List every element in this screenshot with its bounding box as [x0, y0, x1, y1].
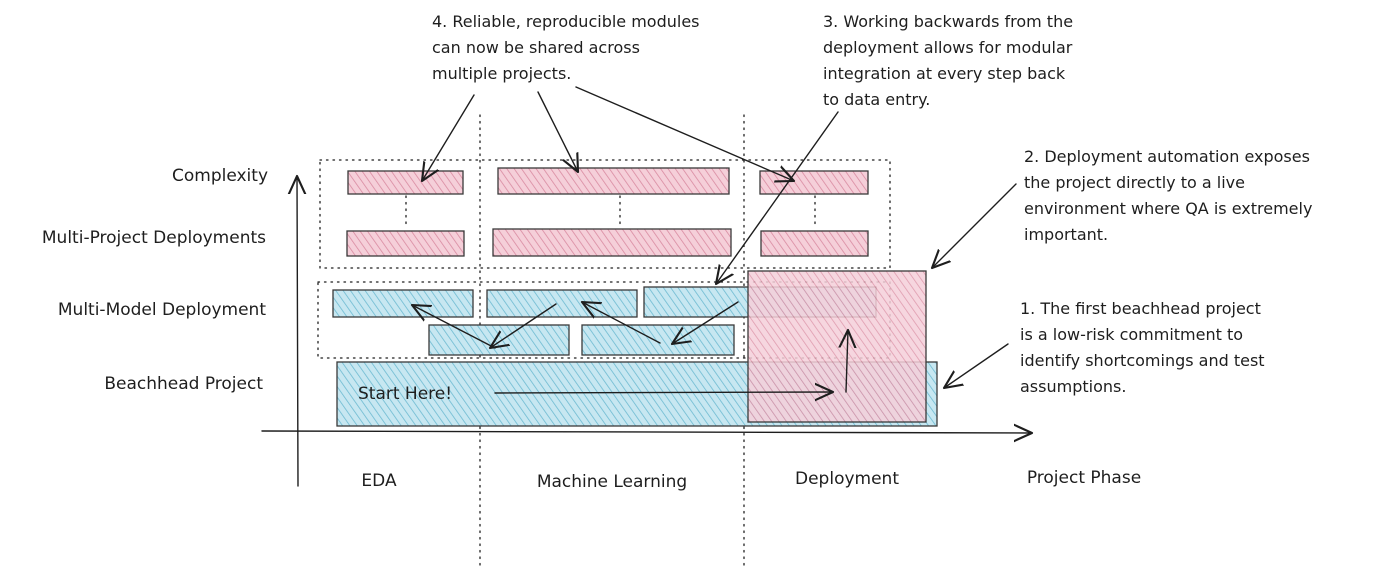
- note2-arrow: [932, 183, 1017, 268]
- note4-arrow-left: [422, 94, 475, 181]
- note1-line-4: assumptions.: [1020, 377, 1126, 396]
- model-bar-eda: [332, 289, 474, 318]
- back-arrow-1: [412, 305, 496, 349]
- project-bar-ml: [492, 228, 732, 257]
- complexity-bar-deploy: [759, 170, 869, 195]
- model-bar-ml: [486, 289, 638, 318]
- y-axis: [297, 176, 298, 487]
- back-arrow-4: [672, 301, 739, 344]
- complexity-bar-eda: [347, 170, 464, 195]
- note1-line-3: identify shortcomings and test: [1020, 351, 1265, 370]
- start-flow-arrow: [494, 392, 833, 393]
- note2-line-3: environment where QA is extremely: [1024, 199, 1312, 218]
- back-arrow-2: [490, 303, 557, 348]
- note4-line-1: 4. Reliable, reproducible modules: [432, 12, 700, 31]
- complexity-bar-ml: [497, 167, 730, 195]
- y-label-multi-model: Multi-Model Deployment: [58, 300, 266, 320]
- project-bar-deploy: [760, 230, 869, 257]
- note2-line-2: the project directly to a live: [1024, 173, 1245, 192]
- note4-arrow-middle: [537, 91, 578, 172]
- note-4: 4. Reliable, reproducible modules can no…: [432, 12, 700, 83]
- note4-line-3: multiple projects.: [432, 64, 571, 83]
- note-2: 2. Deployment automation exposes the pro…: [1024, 147, 1312, 244]
- x-axis-title: Project Phase: [1027, 468, 1141, 488]
- note3-arrow: [716, 111, 839, 284]
- note1-arrow: [944, 343, 1009, 388]
- note1-line-2: is a low-risk commitment to: [1020, 325, 1243, 344]
- model-bar-lower-left: [428, 324, 570, 356]
- note2-line-1: 2. Deployment automation exposes: [1024, 147, 1310, 166]
- note3-line-3: integration at every step back: [823, 64, 1066, 83]
- x-axis: [261, 431, 1032, 433]
- deployment-block: [747, 270, 927, 423]
- back-arrow-3: [582, 302, 661, 344]
- model-bar-lower-right: [581, 324, 735, 356]
- note2-line-4: important.: [1024, 225, 1108, 244]
- y-label-multi-project: Multi-Project Deployments: [42, 228, 266, 248]
- note-1: 1. The first beachhead project is a low-…: [1020, 299, 1265, 396]
- deploy-up-arrow: [846, 330, 848, 393]
- y-label-complexity: Complexity: [172, 166, 268, 186]
- project-bar-eda: [346, 230, 465, 257]
- note3-line-4: to data entry.: [823, 90, 930, 109]
- start-here-label: Start Here!: [358, 384, 452, 404]
- note3-line-2: deployment allows for modular: [823, 38, 1073, 57]
- note4-arrow-right: [575, 86, 794, 181]
- note1-line-1: 1. The first beachhead project: [1020, 299, 1261, 318]
- note4-line-2: can now be shared across: [432, 38, 640, 57]
- multi-model-group-box: [317, 281, 891, 359]
- multi-project-group-box: [319, 159, 891, 269]
- x-label-deployment: Deployment: [795, 469, 899, 489]
- x-label-eda: EDA: [361, 471, 397, 491]
- note3-line-1: 3. Working backwards from the: [823, 12, 1073, 31]
- x-label-machine-learning: Machine Learning: [537, 472, 687, 492]
- note-3: 3. Working backwards from the deployment…: [823, 12, 1073, 109]
- y-label-beachhead: Beachhead Project: [104, 374, 263, 394]
